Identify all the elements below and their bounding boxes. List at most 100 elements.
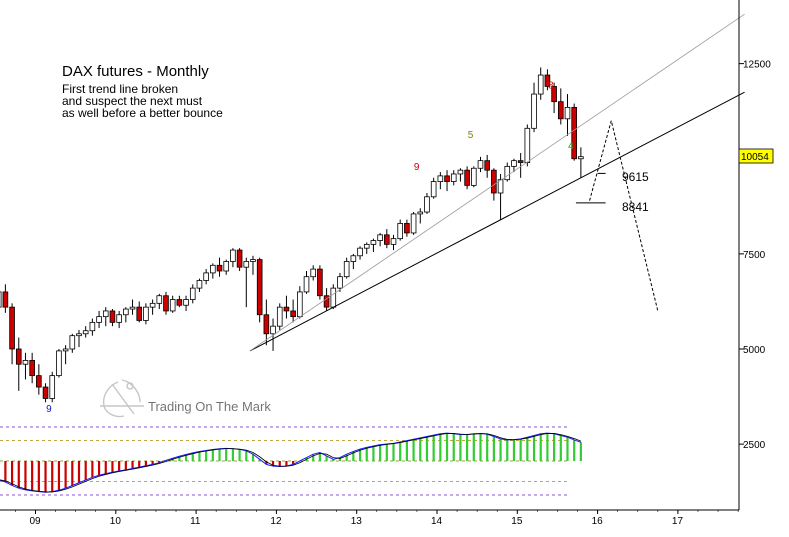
watermark-text: Trading On The Mark xyxy=(148,399,271,414)
candle xyxy=(410,212,417,235)
candle xyxy=(183,295,189,311)
candle-body-up xyxy=(497,179,504,194)
candle-body-down xyxy=(290,310,296,318)
candle xyxy=(564,94,571,136)
candle xyxy=(484,154,490,178)
candle xyxy=(250,255,256,275)
candle-body-up xyxy=(457,169,464,175)
candle xyxy=(2,284,9,313)
candle xyxy=(524,124,531,167)
candle xyxy=(350,253,357,270)
wave-count-label: 9 xyxy=(46,404,52,415)
candle xyxy=(62,345,69,365)
candle-body-up xyxy=(471,167,477,186)
candle-body-up xyxy=(189,287,196,300)
candle-body-up xyxy=(69,335,76,350)
candle-body-up xyxy=(531,93,537,129)
candle xyxy=(76,329,82,348)
candle-body-up xyxy=(96,316,102,323)
candle-body-down xyxy=(551,86,557,103)
candle-body-up xyxy=(303,276,310,293)
candle-body-up xyxy=(82,330,89,335)
candle xyxy=(49,371,56,403)
annotation-line-2: and suspect the next must xyxy=(62,94,203,108)
candle-body-up xyxy=(390,238,397,245)
candle xyxy=(511,158,517,173)
candle xyxy=(96,310,102,329)
candle-body-down xyxy=(42,386,49,399)
candle xyxy=(22,352,29,380)
candle-body-up xyxy=(524,127,531,163)
candle-body-down xyxy=(2,291,9,308)
candle-body-up xyxy=(417,211,424,215)
candle xyxy=(450,170,457,186)
candle xyxy=(276,303,283,330)
candle-body-up xyxy=(343,261,350,278)
candle xyxy=(176,295,183,308)
candle-body-up xyxy=(183,299,189,306)
candle-body-up xyxy=(0,291,2,308)
candle-body-up xyxy=(450,173,457,182)
trend-line-upper xyxy=(249,13,745,352)
y-tick-label: 2500 xyxy=(743,440,766,451)
annotation-line-3: as well before a better bounce xyxy=(62,106,223,120)
x-tick-label: 17 xyxy=(672,516,684,527)
candle xyxy=(0,291,2,308)
candle xyxy=(464,166,470,190)
candle-body-down xyxy=(323,295,330,308)
candle-body-up xyxy=(430,181,437,198)
candle xyxy=(537,67,544,100)
candle xyxy=(149,299,156,315)
y-tick-label: 5000 xyxy=(743,345,766,356)
candle xyxy=(156,293,163,310)
candle xyxy=(189,284,196,304)
candle xyxy=(504,162,511,182)
candle xyxy=(216,257,223,277)
candle xyxy=(290,299,296,323)
candle-body-down xyxy=(517,160,524,163)
candle xyxy=(384,229,390,249)
candle xyxy=(9,303,15,365)
candle xyxy=(571,103,577,161)
archer-logo-icon xyxy=(100,379,144,418)
candle-body-down xyxy=(109,310,116,323)
candle xyxy=(15,337,22,391)
candle xyxy=(457,168,464,182)
candle-body-down xyxy=(36,375,42,388)
oscillator-signal-line xyxy=(0,433,582,493)
candle-body-up xyxy=(129,306,136,310)
candle-body-down xyxy=(9,306,15,350)
x-tick-label: 14 xyxy=(431,516,443,527)
price-panel xyxy=(0,67,584,403)
y-tick-label: 12500 xyxy=(743,60,771,71)
candle-body-up xyxy=(62,348,69,352)
oscillator-panel xyxy=(0,426,582,496)
candle-body-up xyxy=(363,243,370,249)
candle xyxy=(430,177,437,199)
candle-body-up xyxy=(477,160,484,169)
candle-body-up xyxy=(504,165,511,181)
candle-body-up xyxy=(330,287,337,308)
candle-body-up xyxy=(270,325,276,335)
candle-body-down xyxy=(464,169,470,186)
candle-body-up xyxy=(310,268,317,278)
candle-body-up xyxy=(511,160,517,167)
annotation-line-1: First trend line broken xyxy=(62,82,178,96)
candle-body-down xyxy=(29,360,35,377)
candle-body-up xyxy=(76,333,82,337)
candle-body-up xyxy=(143,306,149,321)
candle-body-up xyxy=(437,175,444,182)
candle-body-up xyxy=(357,247,363,257)
candle-body-up xyxy=(276,306,283,327)
candle xyxy=(557,88,564,125)
candle xyxy=(330,284,337,310)
candle xyxy=(129,299,136,315)
candle xyxy=(243,257,250,308)
candle xyxy=(424,192,430,214)
candle xyxy=(437,172,444,190)
candle-body-up xyxy=(377,234,383,241)
candle-body-up xyxy=(196,280,203,289)
last-price-badge xyxy=(738,148,774,164)
candle xyxy=(444,170,450,192)
